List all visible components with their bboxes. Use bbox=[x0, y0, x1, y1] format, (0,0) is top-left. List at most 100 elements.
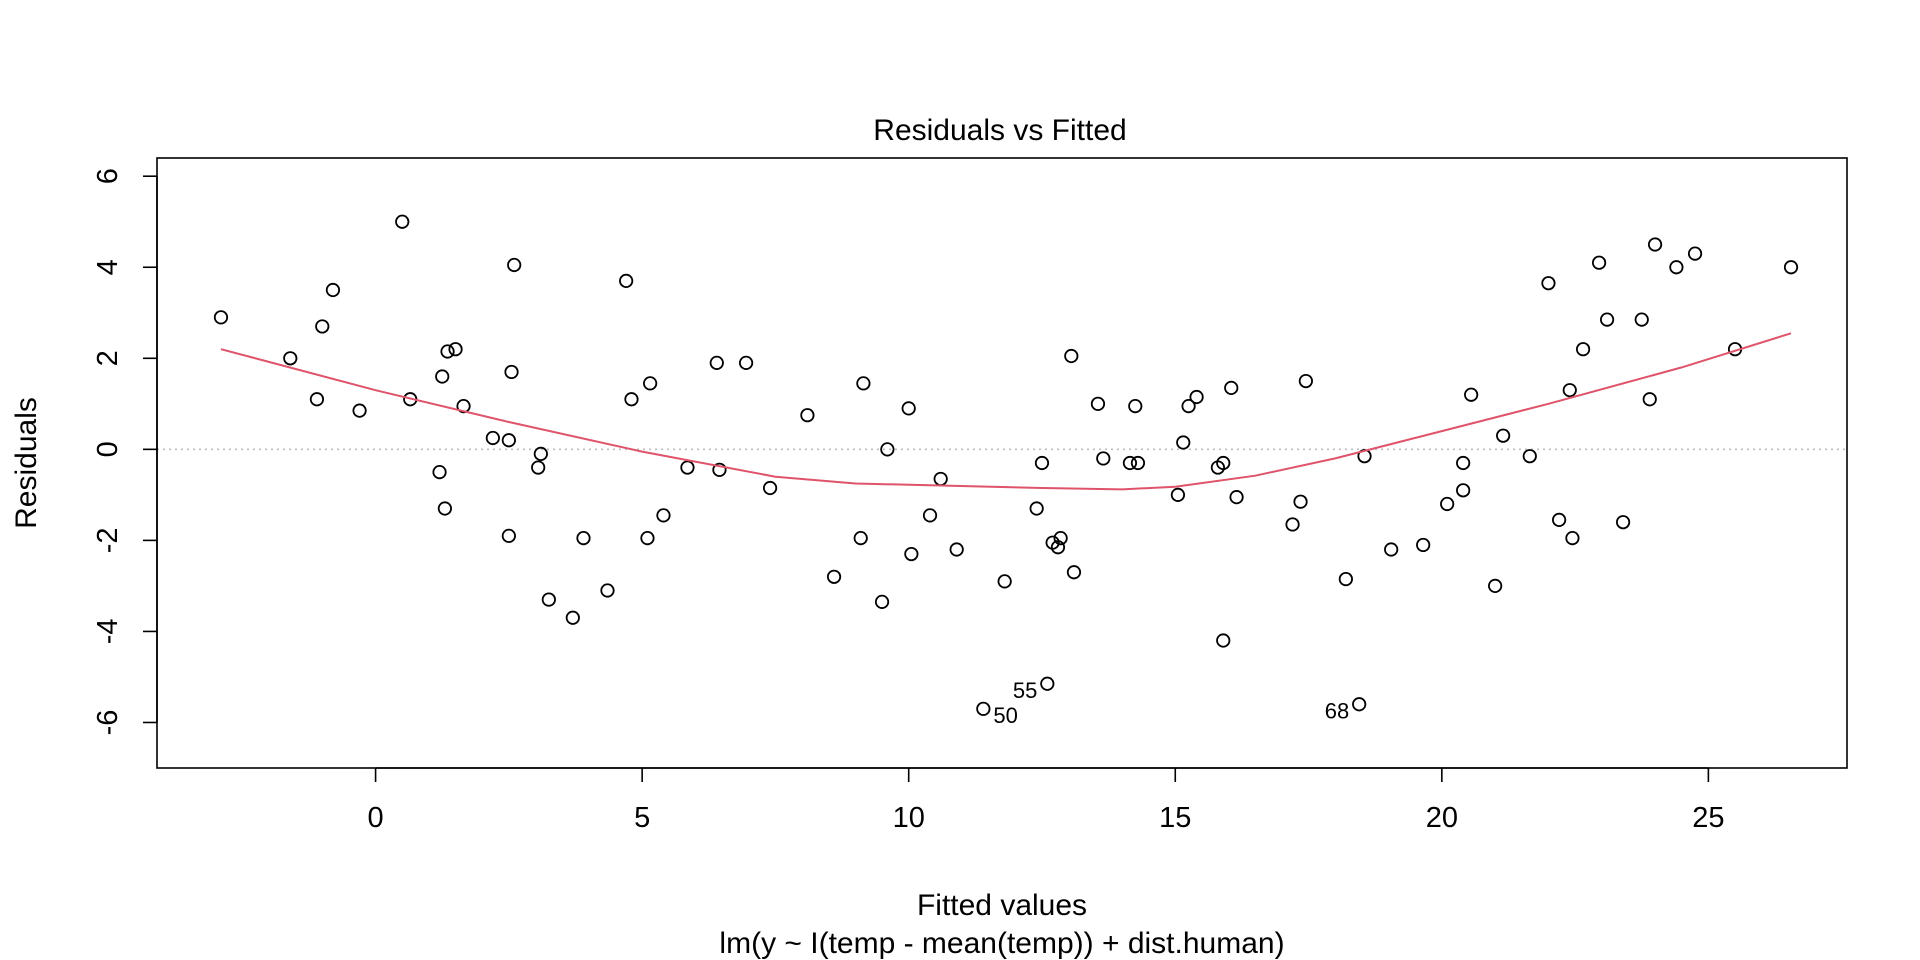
data-point bbox=[395, 214, 410, 229]
data-point bbox=[933, 471, 948, 487]
x-tick-label: 0 bbox=[368, 802, 384, 834]
data-point bbox=[325, 282, 341, 298]
point-id-label: 55 bbox=[1013, 678, 1037, 703]
data-point bbox=[1224, 380, 1239, 395]
plot-frame bbox=[156, 157, 1848, 769]
data-point bbox=[709, 355, 724, 370]
data-point bbox=[541, 592, 556, 607]
data-point bbox=[922, 508, 938, 523]
x-axis: 0 5 10 15 20 25 bbox=[368, 767, 1725, 834]
data-point bbox=[309, 392, 325, 407]
x-tick-label: 10 bbox=[893, 802, 925, 834]
data-point bbox=[352, 403, 367, 418]
x-tick-label: 5 bbox=[634, 802, 650, 834]
data-point bbox=[949, 542, 964, 557]
data-point bbox=[1464, 387, 1479, 402]
data-point bbox=[507, 257, 522, 273]
data-point bbox=[440, 344, 455, 359]
data-point bbox=[531, 460, 546, 475]
data-point bbox=[1050, 540, 1066, 555]
data-point bbox=[435, 369, 450, 384]
data-point bbox=[501, 433, 516, 448]
data-point bbox=[1456, 455, 1471, 471]
data-point bbox=[1216, 455, 1231, 471]
data-point bbox=[1040, 676, 1055, 691]
data-point bbox=[1130, 455, 1146, 471]
data-point bbox=[997, 574, 1012, 589]
x-tick-label: 25 bbox=[1692, 802, 1724, 834]
data-point bbox=[853, 531, 868, 546]
y-tick-label: 4 bbox=[92, 259, 124, 275]
data-point bbox=[1338, 571, 1353, 587]
data-point bbox=[533, 446, 548, 461]
point-id-label: 68 bbox=[1325, 698, 1349, 723]
data-point bbox=[1029, 501, 1044, 516]
data-point bbox=[901, 401, 916, 416]
data-point bbox=[565, 610, 580, 625]
data-point bbox=[739, 355, 754, 370]
y-axis-label: Residuals bbox=[10, 397, 43, 529]
data-point bbox=[1576, 342, 1591, 357]
data-point bbox=[1456, 483, 1471, 498]
data-point bbox=[1522, 449, 1537, 464]
data-point bbox=[504, 364, 519, 380]
y-tick-label: 2 bbox=[92, 350, 124, 366]
data-point bbox=[1541, 276, 1556, 291]
data-point bbox=[1229, 490, 1244, 505]
data-point bbox=[826, 569, 842, 584]
data-point bbox=[1416, 537, 1431, 553]
data-point bbox=[448, 342, 463, 357]
data-point bbox=[619, 273, 634, 289]
data-point bbox=[904, 546, 919, 562]
data-point bbox=[1181, 398, 1196, 414]
data-point bbox=[1034, 455, 1050, 471]
data-point bbox=[1053, 531, 1068, 546]
data-point bbox=[1090, 396, 1106, 411]
data-point bbox=[1591, 255, 1607, 270]
data-point bbox=[432, 465, 447, 480]
data-point bbox=[213, 310, 229, 325]
y-tick-label: 6 bbox=[92, 168, 124, 184]
data-point bbox=[1615, 515, 1631, 530]
y-tick-label: -2 bbox=[92, 528, 124, 554]
data-point bbox=[1440, 496, 1455, 512]
data-point bbox=[1176, 435, 1191, 450]
model-formula-subtitle: lm(y ~ I(temp - mean(temp)) + dist.human… bbox=[719, 927, 1284, 960]
data-point bbox=[680, 460, 695, 475]
data-point bbox=[643, 376, 658, 391]
data-point bbox=[1096, 451, 1111, 466]
data-point bbox=[1064, 348, 1079, 364]
data-point bbox=[1562, 383, 1577, 398]
data-point bbox=[1285, 517, 1300, 532]
data-point bbox=[1216, 633, 1231, 648]
data-point bbox=[283, 351, 298, 366]
data-point bbox=[1634, 312, 1649, 327]
data-point bbox=[712, 462, 727, 477]
data-point bbox=[976, 701, 991, 716]
y-axis: -6 -4 -2 0 2 4 6 bbox=[92, 168, 158, 736]
data-point bbox=[600, 583, 615, 598]
data-point bbox=[456, 398, 471, 414]
y-tick-label: 0 bbox=[92, 441, 124, 457]
data-point bbox=[1687, 246, 1703, 261]
data-point bbox=[1783, 260, 1799, 275]
data-point bbox=[624, 392, 639, 407]
smooth-trend-line bbox=[220, 332, 1792, 491]
data-point bbox=[1488, 578, 1503, 594]
y-tick-label: -4 bbox=[92, 619, 124, 645]
data-point bbox=[640, 531, 655, 546]
data-point bbox=[1496, 428, 1511, 443]
x-tick-label: 20 bbox=[1426, 802, 1458, 834]
y-tick-label: -6 bbox=[92, 710, 124, 736]
data-point bbox=[1066, 565, 1082, 580]
data-point bbox=[1599, 312, 1615, 327]
x-tick-label: 15 bbox=[1159, 802, 1191, 834]
data-point bbox=[1189, 389, 1204, 405]
data-point bbox=[1352, 697, 1367, 712]
data-point bbox=[656, 508, 671, 523]
data-point bbox=[1170, 487, 1186, 502]
data-point bbox=[1565, 531, 1580, 546]
data-point bbox=[874, 594, 890, 609]
